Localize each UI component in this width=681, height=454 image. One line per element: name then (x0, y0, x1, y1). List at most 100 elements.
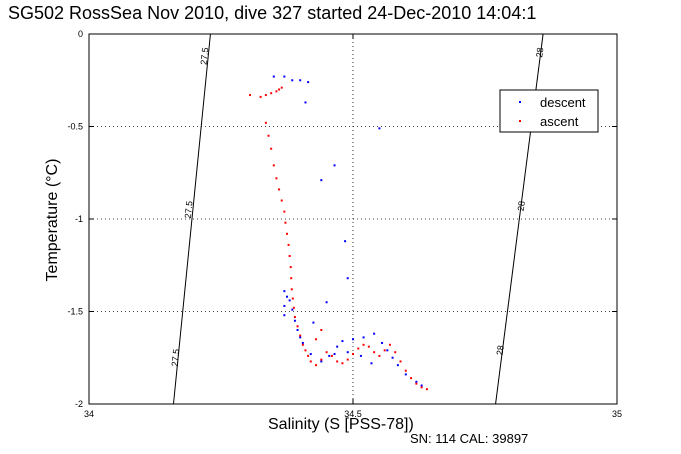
ascent-point (341, 362, 344, 365)
ascent-point (378, 354, 381, 357)
ascent-point (304, 349, 307, 352)
y-axis-label: Temperature (°C) (44, 158, 61, 282)
descent-point (381, 341, 384, 344)
x-tick-label: 34.5 (344, 409, 362, 419)
ascent-point (267, 134, 270, 137)
ascent-point (330, 354, 333, 357)
ascent-point (320, 329, 323, 331)
descent-point (370, 362, 373, 365)
isopycnal-lines: 27.5 27.5 27.5 28 28 28 (170, 33, 545, 405)
ascent-point (293, 316, 296, 319)
isopycnal-label: 27.5 (183, 200, 195, 218)
ascent-point (287, 243, 290, 246)
descent-point (391, 356, 394, 359)
descent-point (301, 341, 304, 344)
ascent-point (290, 277, 293, 280)
ascent-point (288, 255, 291, 257)
descent-point (346, 277, 349, 280)
ascent-point (352, 353, 354, 356)
descent-point (299, 79, 302, 82)
data-points (249, 75, 428, 391)
legend: descent ascent (499, 89, 599, 133)
ascent-point (290, 288, 293, 291)
ascent-point (264, 121, 267, 124)
ascent-point (309, 360, 312, 363)
ascent-point (280, 86, 283, 89)
x-tick-label: 34 (84, 409, 94, 419)
ascent-point (275, 90, 278, 93)
descent-point (296, 329, 299, 331)
descent-point (396, 364, 399, 367)
descent-point (283, 75, 286, 78)
descent-point (362, 336, 365, 339)
axis-ticks: 34 34.5 35 0 -0.5 -1 -1.5 -2 (67, 29, 622, 419)
descent-point (359, 354, 362, 357)
descent-point (309, 353, 312, 356)
ascent-point (286, 232, 288, 235)
ascent-point (301, 343, 304, 346)
descent-point (320, 360, 323, 363)
ascent-point (249, 94, 252, 97)
ascent-point (420, 386, 423, 389)
ascent-point (307, 354, 310, 357)
descent-point (420, 384, 423, 387)
descent-point (299, 336, 302, 339)
ascent-point (289, 266, 292, 269)
ascent-point (272, 164, 275, 167)
ascent-point (315, 364, 318, 367)
descent-point (352, 338, 354, 341)
descent-point (333, 164, 336, 167)
descent-point (307, 81, 310, 84)
descent-point (325, 301, 328, 304)
descent-point (291, 79, 294, 82)
ascent-point (320, 358, 323, 361)
ascent-point (270, 147, 273, 150)
ascent-point (291, 297, 294, 300)
ascent-point (315, 338, 318, 341)
ascent-point (280, 199, 283, 202)
descent-point (312, 321, 315, 324)
y-tick-label: 0 (78, 29, 83, 39)
descent-point (328, 354, 331, 357)
legend-box (499, 89, 599, 133)
descent-point (304, 101, 307, 104)
ascent-point (394, 351, 397, 354)
ascent-point (404, 369, 407, 372)
descent-point (291, 308, 294, 311)
chart-title: SG502 RossSea Nov 2010, dive 327 started… (8, 3, 537, 23)
ascent-point (292, 306, 295, 309)
descent-point (272, 75, 275, 78)
ascent-point (264, 94, 267, 97)
ascent-point (278, 88, 281, 91)
descent-point (386, 349, 389, 352)
ascent-point (299, 334, 302, 337)
descent-point (346, 351, 349, 354)
descent-point (415, 380, 418, 383)
ascent-point (284, 221, 287, 224)
ascent-point (357, 347, 360, 350)
descent-point (344, 240, 347, 243)
ascent-point (425, 388, 428, 391)
isopycnal-label: 27.5 (199, 47, 211, 65)
ascent-point (325, 351, 328, 354)
ascent-point (388, 343, 391, 346)
x-axis-label: Salinity (S [PSS-78]) (268, 416, 414, 433)
y-tick-label: -1 (75, 214, 83, 224)
descent-point (341, 340, 344, 343)
descent-legend-marker (519, 101, 521, 103)
ascent-point (275, 177, 278, 180)
isopycnal-label: 28 (534, 47, 545, 58)
isopycnal-label: 28 (495, 345, 506, 356)
descent-point (283, 304, 286, 307)
descent-point (293, 319, 296, 322)
ascent-point (336, 360, 339, 363)
descent-point (283, 314, 286, 317)
descent-point (283, 290, 286, 293)
descent-point (320, 179, 323, 182)
descent-point (378, 127, 381, 130)
descent-point (288, 299, 291, 302)
ascent-point (362, 343, 365, 346)
descent-point (404, 373, 407, 376)
ascent-point (415, 382, 418, 385)
ascent-point (373, 351, 376, 354)
